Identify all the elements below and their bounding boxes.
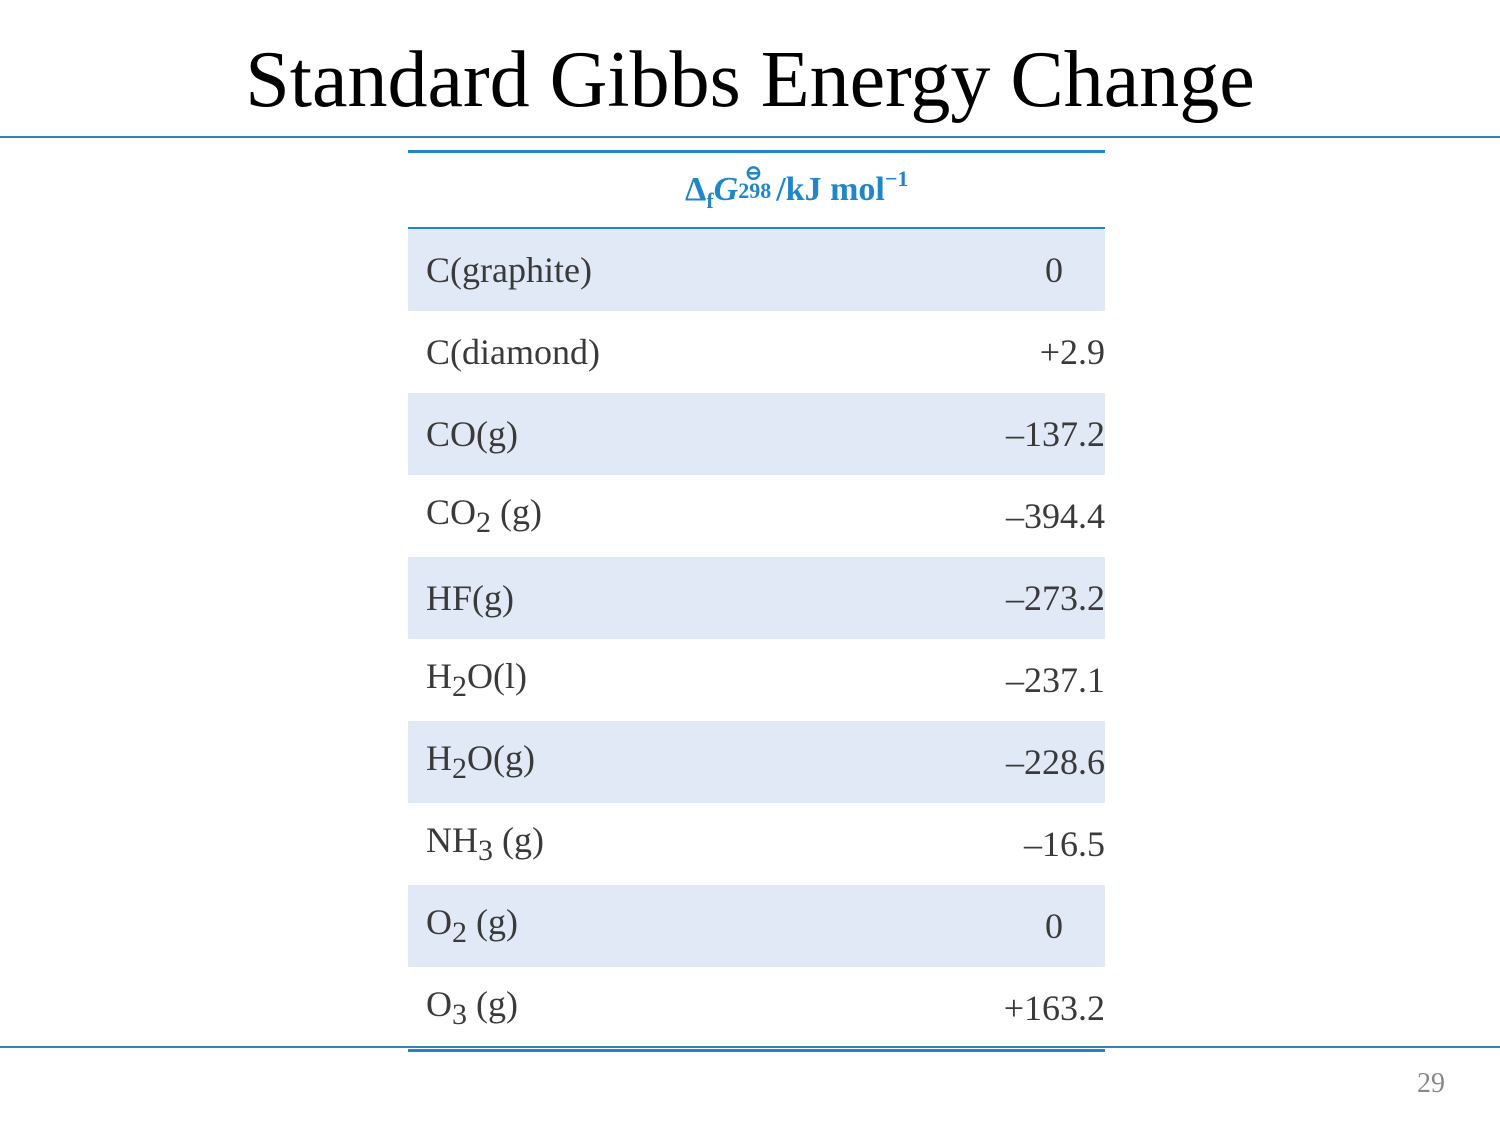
value-text: +2.9	[1039, 332, 1105, 372]
table-row: C(diamond) +2.9	[408, 311, 1105, 393]
header-unit: /kJ mol	[776, 171, 885, 208]
formula-subscript: 2	[452, 670, 467, 704]
value-cell: 0	[667, 228, 1105, 311]
substance-cell: HF(g)	[408, 557, 667, 639]
table-row: C(graphite) 0	[408, 228, 1105, 311]
value-cell: –273.2	[667, 557, 1105, 639]
table-header-row: ΔfG ⊖ 298/kJ mol−1	[408, 150, 1105, 229]
table-row: H2O(g) –228.6	[408, 721, 1105, 803]
header-substance	[408, 150, 667, 229]
formula-base: H	[426, 656, 452, 697]
value-text: –237.1	[1006, 660, 1105, 700]
formula-rest: (g)	[467, 902, 518, 943]
formula-subscript: 3	[478, 834, 493, 868]
page-number: 29	[1417, 1068, 1445, 1099]
formula-subscript: 2	[452, 916, 467, 950]
substance-cell: H2O(l)	[408, 639, 667, 721]
value-text: –137.2	[1006, 414, 1105, 454]
header-unit-exponent: −1	[884, 166, 909, 191]
value-text: +163.2	[1003, 988, 1105, 1028]
value-cell: –137.2	[667, 393, 1105, 475]
table-row: CO2 (g) –394.4	[408, 475, 1105, 557]
substance-cell: O3 (g)	[408, 967, 667, 1052]
substance-cell: CO(g)	[408, 393, 667, 475]
formula-base: O	[426, 902, 452, 943]
formula-subscript: 2	[476, 506, 492, 540]
value-cell: –16.5	[667, 803, 1105, 885]
table-row: CO(g) –137.2	[408, 393, 1105, 475]
header-delta: Δ	[685, 171, 707, 208]
formula-base: O	[426, 984, 452, 1025]
header-temperature: 298	[738, 178, 772, 203]
header-sub-f: f	[706, 188, 714, 213]
formula-base: NH	[426, 820, 478, 861]
table-row: HF(g) –273.2	[408, 557, 1105, 639]
value-cell: +163.2	[667, 967, 1105, 1052]
header-standard-state: ⊖ 298	[738, 160, 776, 206]
value-text: 0	[1045, 906, 1063, 946]
header-g: G	[713, 171, 739, 208]
formula-subscript: 2	[452, 752, 467, 786]
substance-cell: O2 (g)	[408, 885, 667, 967]
formula-rest: O(g)	[467, 738, 535, 779]
formula-base: H	[426, 738, 452, 779]
value-text: –16.5	[1024, 824, 1105, 864]
value-text: –273.2	[1006, 578, 1105, 618]
substance-cell: C(diamond)	[426, 332, 600, 372]
bottom-divider	[0, 1046, 1500, 1048]
top-divider	[0, 136, 1500, 138]
plimsoll-icon: ⊖	[744, 160, 763, 185]
value-cell: 0	[667, 885, 1105, 967]
formula-subscript: 3	[452, 998, 467, 1032]
formula-rest: O(l)	[467, 656, 527, 697]
formula-rest: (g)	[491, 492, 542, 533]
value-cell: –228.6	[667, 721, 1105, 803]
substance-cell: CO2 (g)	[408, 475, 667, 557]
value-text: –228.6	[1006, 742, 1105, 782]
gibbs-energy-table-container: ΔfG ⊖ 298/kJ mol−1 C(graphite) 0 C(diamond…	[408, 150, 1105, 1052]
gibbs-energy-table: ΔfG ⊖ 298/kJ mol−1 C(graphite) 0 C(diamond…	[408, 150, 1105, 1052]
table-row: NH3 (g) –16.5	[408, 803, 1105, 885]
value-cell: –394.4	[667, 475, 1105, 557]
table-row: O3 (g) +163.2	[408, 967, 1105, 1052]
slide-title: Standard Gibbs Energy Change	[245, 36, 1255, 124]
substance-cell: NH3 (g)	[408, 803, 667, 885]
formula-rest: (g)	[493, 820, 544, 861]
formula-base: CO	[426, 492, 477, 533]
formula-rest: (g)	[467, 984, 518, 1025]
table-row: O2 (g) 0	[408, 885, 1105, 967]
substance-cell: H2O(g)	[408, 721, 667, 803]
value-cell: –237.1	[667, 639, 1105, 721]
substance-cell: C(graphite)	[408, 228, 667, 311]
value-text: 0	[1045, 250, 1063, 290]
header-gibbs-energy: ΔfG ⊖ 298/kJ mol−1	[667, 150, 1105, 229]
value-text: –394.4	[1006, 496, 1105, 536]
table-row: H2O(l) –237.1	[408, 639, 1105, 721]
value-cell: +2.9	[667, 311, 1105, 393]
